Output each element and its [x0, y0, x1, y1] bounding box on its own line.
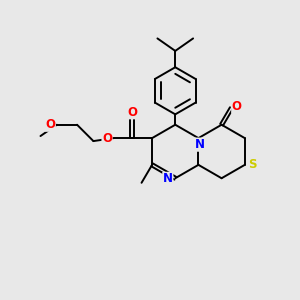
Text: O: O [102, 132, 112, 145]
Text: N: N [163, 172, 173, 185]
Text: O: O [45, 118, 55, 131]
Text: S: S [248, 158, 256, 171]
Text: N: N [195, 138, 205, 151]
Text: O: O [232, 100, 242, 113]
Text: O: O [127, 106, 137, 119]
